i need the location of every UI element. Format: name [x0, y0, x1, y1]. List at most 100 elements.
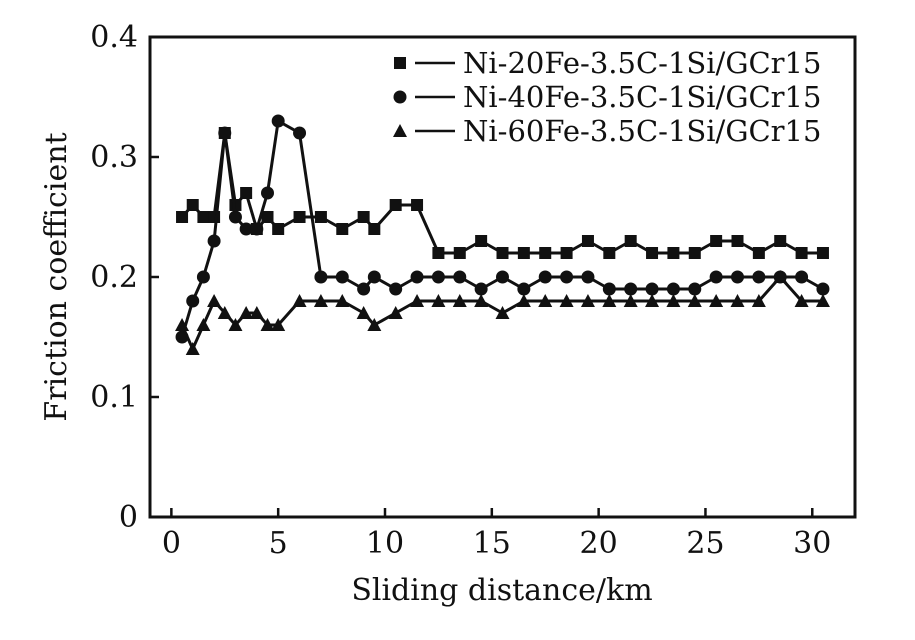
- x-tick-label: 0: [162, 526, 181, 561]
- y-tick-label: 0.2: [90, 260, 138, 295]
- data-point-circle: [357, 282, 371, 296]
- y-tick-label: 0.1: [90, 380, 138, 415]
- data-point-triangle: [431, 294, 446, 307]
- data-point-square: [186, 199, 199, 211]
- data-point-triangle: [580, 294, 595, 307]
- data-point-square: [795, 247, 808, 259]
- data-point-square: [581, 235, 594, 247]
- data-point-triangle: [709, 294, 724, 307]
- legend-marker-square: [394, 57, 406, 69]
- data-point-square: [453, 247, 466, 259]
- data-point-triangle: [687, 294, 702, 307]
- legend-marker-triangle: [393, 124, 407, 137]
- x-axis-ticks: 0 5 10 15 20 25 30: [162, 508, 831, 561]
- y-axis-ticks: 0 0.1 0.2 0.3 0.4: [90, 20, 159, 535]
- series-1: [176, 127, 829, 259]
- data-point-triangle: [516, 294, 531, 307]
- data-point-circle: [581, 270, 595, 284]
- data-point-triangle: [239, 306, 254, 319]
- data-point-circle: [239, 222, 253, 236]
- data-point-triangle: [313, 294, 328, 307]
- x-tick-label: 30: [793, 526, 831, 561]
- data-point-triangle: [410, 294, 425, 307]
- data-point-square: [496, 247, 509, 259]
- series-3: [175, 270, 830, 355]
- data-point-triangle: [645, 294, 660, 307]
- data-point-triangle: [271, 318, 286, 331]
- data-point-square: [389, 199, 402, 211]
- data-point-circle: [271, 114, 285, 128]
- data-point-triangle: [292, 294, 307, 307]
- legend-label: Ni-40Fe-3.5C-1Si/GCr15: [463, 80, 821, 114]
- data-point-triangle: [538, 294, 553, 307]
- x-tick-label: 15: [473, 526, 511, 561]
- x-tick-label: 20: [580, 526, 618, 561]
- data-point-circle: [688, 282, 702, 296]
- data-point-triangle: [367, 318, 382, 331]
- data-point-circle: [602, 282, 616, 296]
- data-point-triangle: [335, 294, 350, 307]
- data-point-square: [272, 223, 285, 235]
- legend-label: Ni-20Fe-3.5C-1Si/GCr15: [463, 46, 821, 80]
- x-tick-label: 10: [366, 526, 404, 561]
- data-point-triangle: [815, 294, 830, 307]
- data-point-triangle: [623, 294, 638, 307]
- data-point-circle: [261, 186, 274, 200]
- data-point-square: [560, 247, 573, 259]
- data-point-circle: [207, 234, 221, 248]
- data-point-circle: [795, 270, 809, 284]
- data-point-square: [646, 247, 659, 259]
- data-point-circle: [186, 294, 200, 308]
- data-point-circle: [453, 270, 467, 284]
- data-point-triangle: [260, 318, 275, 331]
- series-layer: [175, 114, 830, 355]
- data-point-square: [336, 223, 349, 235]
- data-point-square: [816, 247, 829, 259]
- data-point-circle: [496, 270, 509, 284]
- data-point-circle: [228, 210, 242, 224]
- legend-item: Ni-60Fe-3.5C-1Si/GCr15: [393, 114, 821, 148]
- legend-item: Ni-20Fe-3.5C-1Si/GCr15: [394, 46, 821, 80]
- data-point-square: [667, 247, 680, 259]
- data-point-square: [710, 235, 723, 247]
- data-point-triangle: [228, 318, 243, 331]
- data-point-square: [752, 247, 765, 259]
- data-point-square: [368, 223, 381, 235]
- data-point-circle: [517, 282, 531, 296]
- data-point-triangle: [602, 294, 617, 307]
- data-point-circle: [816, 282, 830, 296]
- legend: Ni-20Fe-3.5C-1Si/GCr15Ni-40Fe-3.5C-1Si/G…: [393, 46, 821, 148]
- data-point-square: [475, 235, 488, 247]
- y-tick-label: 0.4: [90, 20, 138, 55]
- data-point-circle: [474, 282, 488, 296]
- data-point-circle: [752, 270, 766, 284]
- data-point-circle: [666, 282, 680, 296]
- data-point-square: [603, 247, 616, 259]
- data-point-triangle: [773, 270, 788, 283]
- legend-label: Ni-60Fe-3.5C-1Si/GCr15: [463, 114, 821, 148]
- y-tick-label: 0.3: [90, 140, 138, 175]
- data-point-circle: [560, 270, 574, 284]
- data-point-square: [688, 247, 701, 259]
- data-point-triangle: [249, 306, 264, 319]
- data-point-square: [539, 247, 552, 259]
- data-point-square: [197, 211, 210, 223]
- data-point-triangle: [196, 318, 211, 331]
- data-point-triangle: [666, 294, 681, 307]
- data-point-circle: [218, 126, 232, 140]
- data-point-circle: [410, 270, 424, 284]
- data-point-circle: [250, 222, 264, 236]
- data-point-circle: [538, 270, 552, 284]
- data-point-triangle: [175, 318, 190, 331]
- data-point-circle: [389, 282, 403, 296]
- y-axis-title: Friction coefficient: [39, 132, 74, 421]
- legend-item: Ni-40Fe-3.5C-1Si/GCr15: [393, 80, 821, 114]
- data-point-square: [731, 235, 744, 247]
- data-point-circle: [709, 270, 723, 284]
- data-point-circle: [293, 126, 307, 140]
- data-point-triangle: [388, 306, 403, 319]
- data-point-circle: [335, 270, 349, 284]
- data-point-triangle: [559, 294, 574, 307]
- data-point-triangle: [751, 294, 766, 307]
